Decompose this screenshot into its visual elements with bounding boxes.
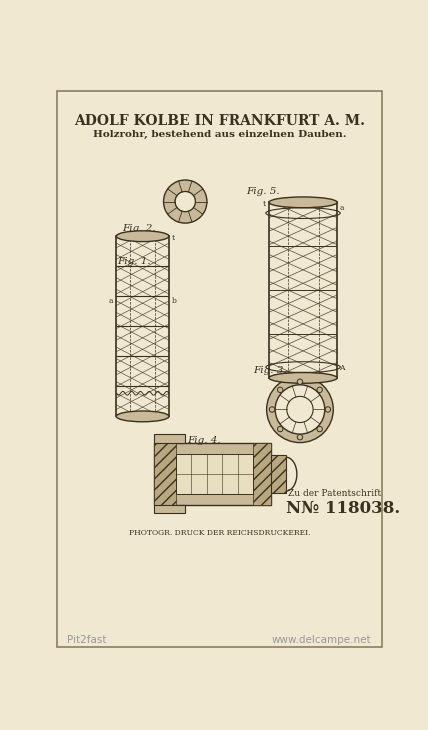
Bar (154, 443, 176, 505)
Bar (116, 237, 169, 417)
Circle shape (277, 426, 283, 431)
Text: a: a (109, 297, 113, 305)
Circle shape (297, 434, 303, 440)
Circle shape (269, 407, 275, 412)
Circle shape (325, 407, 330, 412)
Bar (154, 443, 270, 505)
Bar (253, 443, 270, 505)
Text: Fig. 1.: Fig. 1. (117, 257, 151, 266)
Text: N№ 118038.: N№ 118038. (286, 500, 400, 518)
Circle shape (275, 385, 325, 434)
Text: Holzrohr, bestehend aus einzelnen Dauben.: Holzrohr, bestehend aus einzelnen Dauben… (92, 130, 346, 139)
Text: Fig. 5.: Fig. 5. (246, 187, 279, 196)
Text: A: A (339, 364, 345, 372)
Text: Pit2fast: Pit2fast (68, 635, 107, 645)
Circle shape (317, 426, 322, 431)
Bar (176, 454, 253, 494)
Bar (270, 455, 286, 493)
Ellipse shape (269, 197, 337, 208)
Text: a: a (339, 204, 344, 212)
Text: Zu der Patentschrift: Zu der Patentschrift (288, 489, 380, 498)
Text: t: t (263, 200, 266, 208)
Circle shape (175, 191, 195, 212)
Ellipse shape (116, 231, 169, 242)
Circle shape (267, 377, 333, 442)
Text: www.delcampe.net: www.delcampe.net (272, 635, 371, 645)
Text: PHOTOGR. DRUCK DER REICHSDRUCKEREI.: PHOTOGR. DRUCK DER REICHSDRUCKEREI. (128, 529, 310, 537)
Text: Fig. 3.: Fig. 3. (253, 366, 287, 375)
Text: ADOLF KOLBE IN FRANKFURT A. M.: ADOLF KOLBE IN FRANKFURT A. M. (74, 115, 365, 128)
Bar (154, 434, 185, 443)
Ellipse shape (116, 411, 169, 422)
Ellipse shape (269, 372, 337, 383)
Text: Fig. 2.: Fig. 2. (122, 224, 155, 233)
Circle shape (317, 387, 322, 393)
Bar (269, 202, 337, 378)
Text: Fig. 4.: Fig. 4. (187, 436, 220, 445)
Circle shape (297, 379, 303, 385)
Text: b: b (171, 297, 176, 305)
Circle shape (277, 387, 283, 393)
Text: t: t (171, 234, 175, 242)
Circle shape (287, 396, 313, 423)
Bar (154, 505, 185, 512)
